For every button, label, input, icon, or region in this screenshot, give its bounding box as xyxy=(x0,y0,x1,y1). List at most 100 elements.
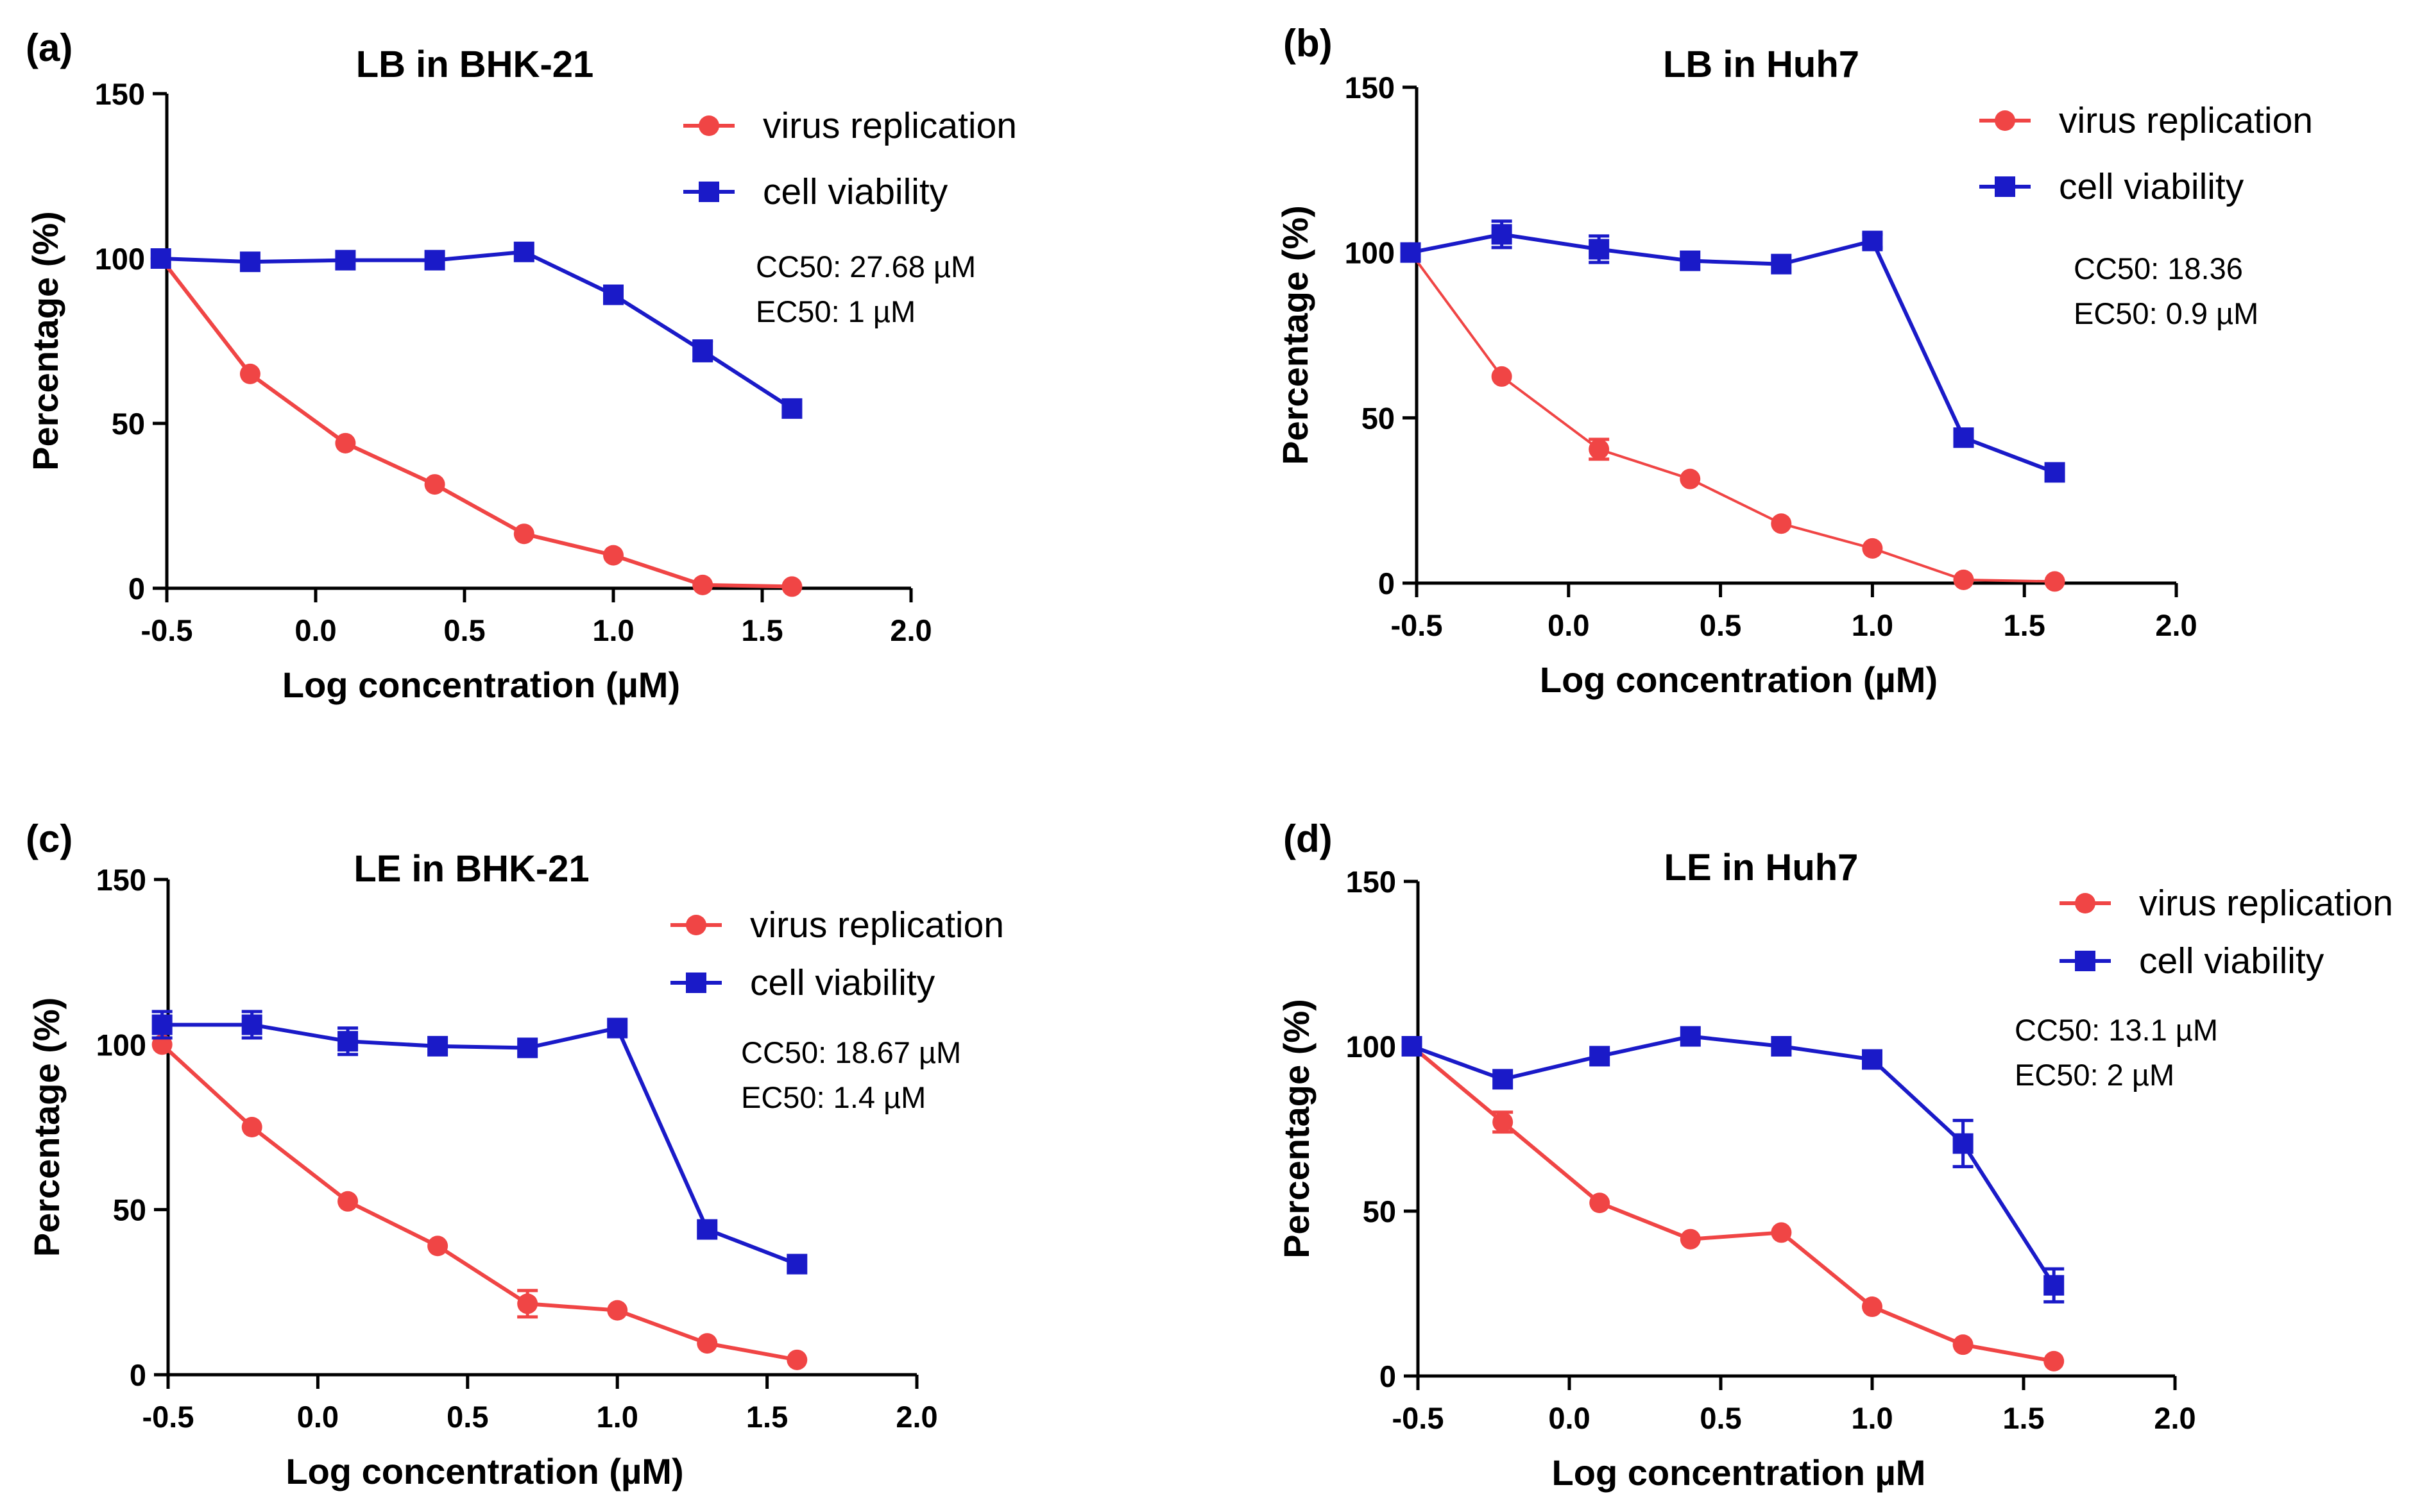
annotation: CC50: 13.1 µM xyxy=(2015,1013,2218,1047)
data-point xyxy=(1862,1296,1882,1318)
y-tick-label: 150 xyxy=(95,77,145,111)
legend-marker xyxy=(2075,893,2095,913)
x-tick-label: 0.5 xyxy=(443,613,485,647)
data-point xyxy=(2043,1275,2065,1296)
data-point xyxy=(424,474,445,495)
chart-panel-a: (a) LB in BHK-21 0 50 100 150 -0.5 0.0 0.5 1.0 1.5… xyxy=(25,26,1017,705)
data-point xyxy=(1771,513,1792,534)
data-point xyxy=(1862,1049,1882,1070)
data-point xyxy=(1589,439,1610,460)
series-line xyxy=(1410,1044,2054,1363)
data-point xyxy=(1952,1334,1974,1355)
x-axis-label: Log concentration (µM) xyxy=(282,665,680,705)
data-point xyxy=(517,1293,538,1314)
data-point xyxy=(781,398,803,419)
data-point xyxy=(517,1037,538,1058)
legend-item: virus replication xyxy=(683,105,1017,146)
y-tick-label: 0 xyxy=(1378,566,1395,600)
x-tick-label: 2.0 xyxy=(896,1400,937,1434)
x-tick-label: 0.5 xyxy=(1700,608,1741,642)
data-point xyxy=(1680,468,1701,489)
chart-panel-d: (d) LE in Huh7 0 50 100 150 -0.5 0.0 0.5 1.0 1.5 2.… xyxy=(1276,817,2393,1493)
panel-label: (a) xyxy=(26,26,72,69)
data-point xyxy=(241,1117,262,1137)
chart-title: LB in Huh7 xyxy=(1663,44,1859,85)
x-tick-label: 2.0 xyxy=(2154,1401,2196,1435)
series-cell-viability xyxy=(151,1010,808,1275)
data-point xyxy=(697,1333,718,1354)
legend-item: cell viability xyxy=(670,962,935,1003)
series-line xyxy=(1411,1034,2056,1287)
legend-item: virus replication xyxy=(2060,883,2393,924)
legend: virus replication cell viability xyxy=(1979,100,2313,207)
data-point xyxy=(1491,224,1512,245)
y-tick-label: 100 xyxy=(1345,236,1395,270)
legend-label: cell viability xyxy=(2139,940,2324,981)
data-point xyxy=(1862,230,1883,251)
data-point xyxy=(1680,1026,1701,1047)
y-tick-label: 50 xyxy=(112,407,145,441)
data-point xyxy=(1401,1036,1422,1057)
data-point xyxy=(1862,538,1883,559)
data-point xyxy=(1771,253,1792,275)
data-point xyxy=(335,250,356,271)
y-axis-label: Percentage (%) xyxy=(26,998,67,1257)
x-tick-label: -0.5 xyxy=(1391,608,1443,642)
x-tick-label: 1.0 xyxy=(1852,608,1893,642)
data-point xyxy=(1400,242,1421,263)
data-point xyxy=(692,340,713,361)
x-axis-label: Log concentration (µM) xyxy=(286,1451,683,1491)
x-axis-label: Log concentration µM xyxy=(1552,1452,1926,1493)
data-point xyxy=(1589,1046,1610,1067)
legend-marker xyxy=(699,182,719,202)
y-tick-label: 100 xyxy=(96,1028,146,1062)
series-line xyxy=(162,1023,798,1266)
x-axis-label: Log concentration (µM) xyxy=(1540,659,1938,700)
annotation: EC50: 1 µM xyxy=(756,294,916,328)
legend-item: cell viability xyxy=(683,171,948,212)
series-line xyxy=(159,257,792,589)
series-virus-replication xyxy=(1400,242,2065,592)
chart-panel-b: (b) LB in Huh7 0 50 100 150 -0.5 0.0 0.5 1.0 1.5 2.… xyxy=(1275,22,2313,700)
legend-item: cell viability xyxy=(1979,166,2244,207)
series-cell-viability xyxy=(1401,1026,2065,1304)
data-point xyxy=(607,1017,628,1039)
series-line xyxy=(1410,232,2056,475)
chart-title: LE in Huh7 xyxy=(1664,847,1859,888)
y-tick-label: 50 xyxy=(113,1193,146,1227)
y-tick-label: 50 xyxy=(1363,1194,1396,1228)
y-tick-label: 150 xyxy=(1346,865,1396,899)
x-tick-label: 2.0 xyxy=(890,613,932,647)
legend-marker xyxy=(686,973,706,993)
legend-marker xyxy=(2075,951,2095,971)
x-tick-label: 1.5 xyxy=(2004,608,2045,642)
y-axis-label: Percentage (%) xyxy=(25,211,65,471)
legend-label: virus replication xyxy=(763,105,1017,146)
legend-item: cell viability xyxy=(2060,940,2324,981)
annotation: CC50: 18.36 xyxy=(2074,251,2243,285)
data-point xyxy=(239,251,260,273)
annotation: EC50: 1.4 µM xyxy=(741,1080,926,1114)
data-point xyxy=(1492,1069,1514,1090)
data-point xyxy=(1589,239,1610,260)
series-virus-replication xyxy=(151,1034,808,1370)
panel-label: (c) xyxy=(26,817,72,860)
legend-item: virus replication xyxy=(670,905,1004,946)
series-line xyxy=(160,1043,797,1362)
legend-label: virus replication xyxy=(2139,883,2393,924)
x-tick-label: 0.5 xyxy=(1700,1401,1741,1435)
legend-label: virus replication xyxy=(2059,100,2313,141)
data-point xyxy=(1492,1112,1514,1133)
data-point xyxy=(1680,1228,1701,1250)
y-tick-label: 150 xyxy=(96,863,146,897)
x-tick-label: 1.0 xyxy=(592,613,634,647)
legend-label: cell viability xyxy=(750,962,935,1003)
x-tick-label: 0.0 xyxy=(294,613,336,647)
y-tick-label: 150 xyxy=(1345,71,1395,105)
y-tick-label: 100 xyxy=(95,242,145,276)
data-point xyxy=(697,1219,718,1240)
y-axis-label: Percentage (%) xyxy=(1276,999,1317,1259)
series-virus-replication xyxy=(1401,1036,2065,1372)
data-point xyxy=(1771,1036,1792,1057)
